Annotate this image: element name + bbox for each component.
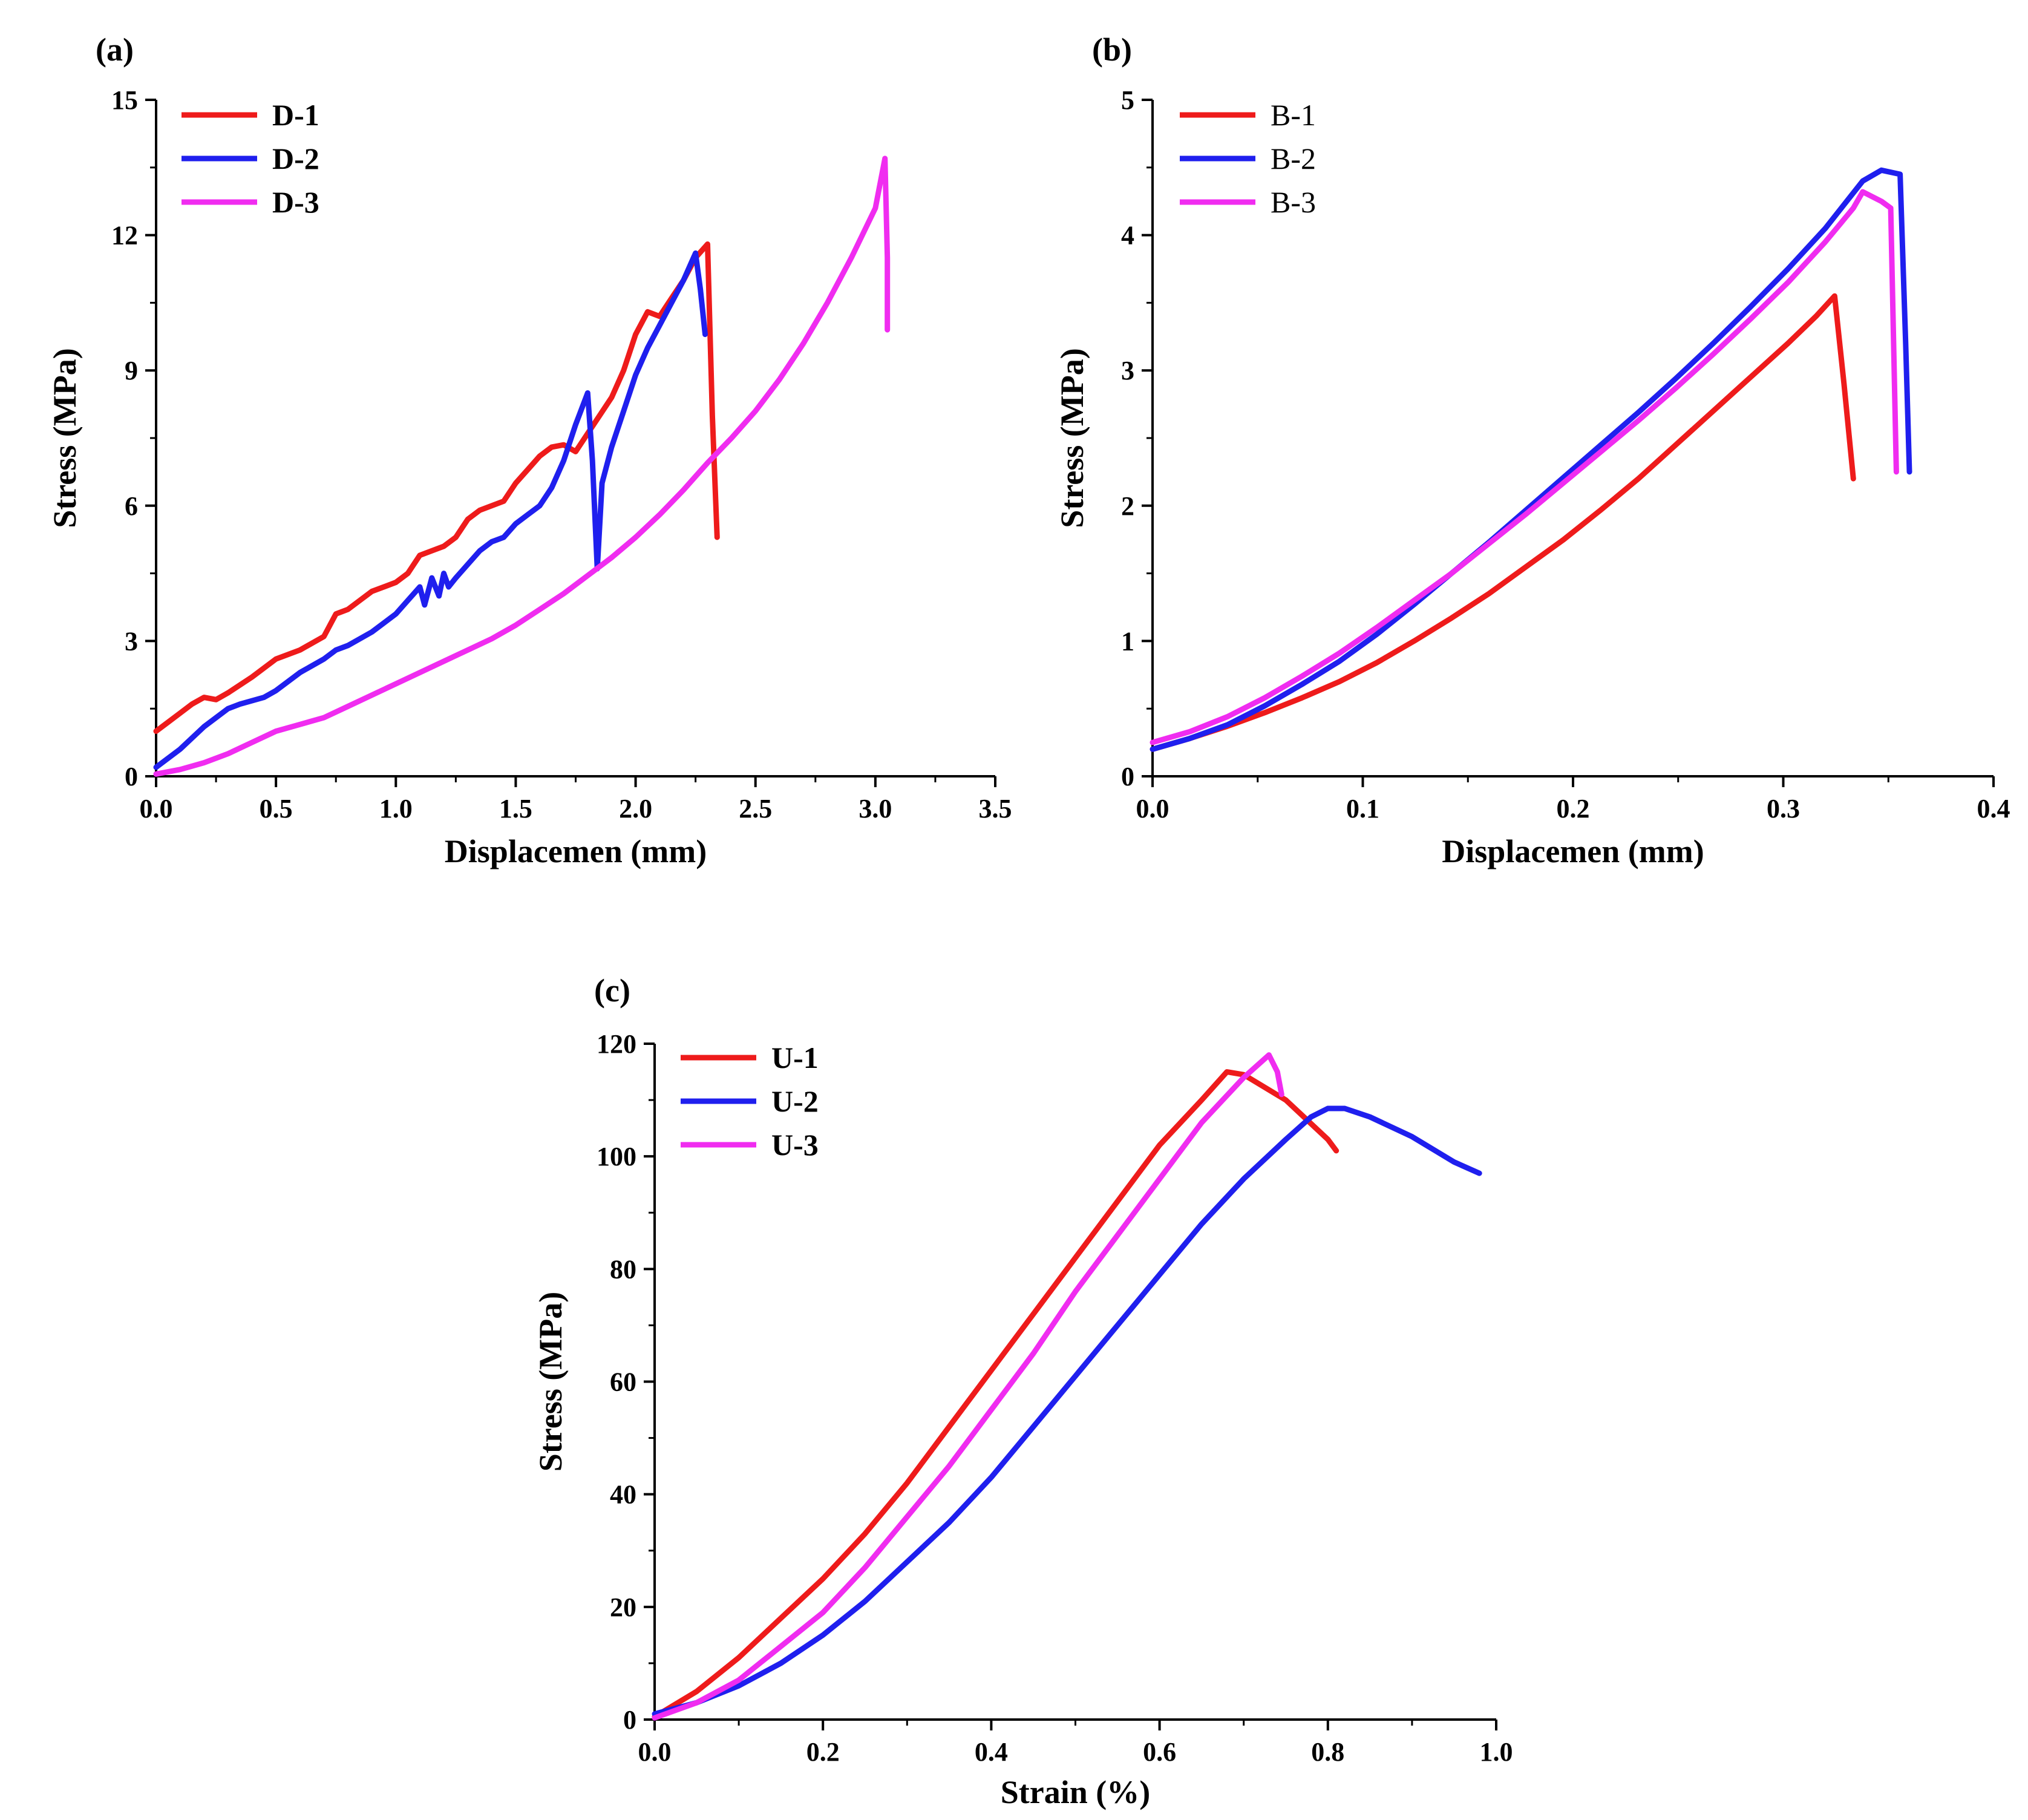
- panel-label: (c): [594, 972, 630, 1009]
- series-line-u-1: [652, 1069, 1339, 1720]
- x-tick-label: 1.5: [499, 794, 532, 823]
- y-tick-label: 20: [610, 1592, 636, 1622]
- y-tick-label: 100: [597, 1142, 636, 1171]
- x-tick-label: 2.0: [619, 794, 652, 823]
- x-tick-label: 0.4: [1977, 794, 2010, 823]
- series-line-u-2: [652, 1105, 1482, 1717]
- y-tick-label: 0: [125, 762, 138, 791]
- series-line-d-2: [153, 250, 708, 770]
- y-tick-label: 60: [610, 1367, 636, 1397]
- y-axis-title: Stress (MPa): [532, 1292, 569, 1471]
- y-tick-label: 120: [597, 1029, 636, 1059]
- legend-label: U-3: [771, 1128, 819, 1162]
- series-line-b-1: [1150, 293, 1856, 752]
- legend-label: D-2: [272, 142, 319, 175]
- x-tick-label: 0.1: [1346, 794, 1379, 823]
- x-tick-label: 0.0: [1136, 794, 1169, 823]
- panel-c: 0.0 0.2 0.4 0.6 0.8 1.0 0 20 40 60 80 100 120 U-1 U-2 U…: [532, 972, 1513, 1810]
- y-tick-label: 0: [623, 1705, 636, 1735]
- y-tick-label: 1: [1121, 626, 1134, 656]
- x-tick-label: 0.3: [1767, 794, 1800, 823]
- x-tick-label: 1.0: [379, 794, 413, 823]
- y-tick-label: 12: [111, 221, 138, 250]
- series-line-u-3: [652, 1052, 1284, 1721]
- x-tick-label: 3.0: [859, 794, 892, 823]
- x-tick-label: 0.0: [638, 1737, 672, 1767]
- x-tick-label: 2.5: [739, 794, 772, 823]
- x-tick-label: 0.6: [1143, 1737, 1176, 1767]
- y-axis-title: Stress (MPa): [47, 348, 83, 528]
- legend-label: D-1: [272, 98, 319, 132]
- y-tick-label: 4: [1121, 221, 1134, 250]
- y-axis-title: Stress (MPa): [1054, 348, 1090, 528]
- legend-label: B-2: [1271, 142, 1316, 175]
- legend-label: B-1: [1271, 98, 1316, 132]
- panel-label: (b): [1092, 31, 1132, 68]
- series-line-d-3: [153, 155, 891, 777]
- y-tick-label: 3: [1121, 356, 1134, 385]
- legend-label: B-3: [1271, 185, 1316, 219]
- y-tick-label: 3: [125, 626, 138, 656]
- x-axis-title: Strain (%): [1001, 1774, 1150, 1810]
- legend-label: D-3: [272, 185, 319, 219]
- series-line-d-1: [153, 241, 720, 734]
- x-axis-title: Displacemen (mm): [1442, 833, 1704, 869]
- x-tick-label: 0.5: [260, 794, 293, 823]
- y-tick-label: 2: [1121, 491, 1134, 521]
- y-tick-label: 9: [125, 356, 138, 385]
- x-tick-label: 3.5: [979, 794, 1012, 823]
- series-line-b-2: [1150, 167, 1912, 752]
- panel-b: 0.0 0.1 0.2 0.3 0.4 0 1 2 3 4 5 B-1 B-2 B-3 Displaceme…: [1054, 31, 2010, 869]
- panel-label: (a): [96, 31, 134, 68]
- panel-a: 0.0 0.5 1.0 1.5 2.0 2.5 3.0 3.5 0 3 6 9 12 15 D-1 D-2 D-…: [47, 31, 1012, 869]
- y-tick-label: 80: [610, 1254, 636, 1284]
- legend-label: U-1: [771, 1041, 819, 1075]
- x-axis-title: Displacemen (mm): [445, 833, 707, 869]
- y-tick-label: 15: [111, 85, 138, 115]
- x-tick-label: 0.0: [140, 794, 173, 823]
- series-line-b-3: [1150, 189, 1899, 745]
- y-tick-label: 0: [1121, 762, 1134, 791]
- y-tick-label: 40: [610, 1480, 636, 1510]
- legend-label: U-2: [771, 1084, 819, 1118]
- x-tick-label: 0.8: [1311, 1737, 1344, 1767]
- x-tick-label: 0.4: [975, 1737, 1008, 1767]
- y-tick-label: 5: [1121, 85, 1134, 115]
- x-tick-label: 0.2: [806, 1737, 840, 1767]
- y-tick-label: 6: [125, 491, 138, 521]
- x-tick-label: 0.2: [1557, 794, 1590, 823]
- x-tick-label: 1.0: [1480, 1737, 1513, 1767]
